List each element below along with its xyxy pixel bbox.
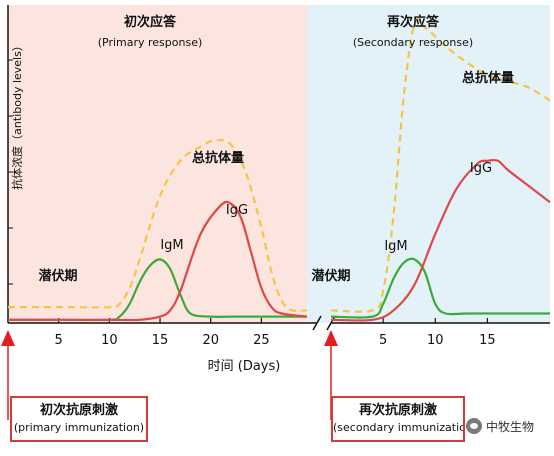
secondary-x-tick-label: 10 [427, 333, 444, 348]
watermark: 中牧生物 [466, 415, 552, 437]
total-label-primary: 总抗体量 [192, 150, 244, 166]
secondary-x-tick-label: 5 [379, 333, 387, 348]
primary-callout-cn: 初次抗原刺激 [39, 403, 118, 418]
wechat-icon [466, 418, 482, 434]
primary-panel-background [8, 5, 307, 323]
secondary-callout-en: (secondary immunizatio [333, 421, 465, 434]
primary-callout-en: (primary immunization) [13, 421, 145, 434]
axis-break-mark-1 [312, 315, 322, 331]
igm-label-secondary: IgM [384, 239, 407, 254]
secondary-callout-cn: 再次抗原刺激 [358, 403, 437, 418]
primary-x-tick-label: 25 [253, 333, 270, 348]
secondary-panel-background [307, 5, 550, 323]
x-axis-label: 时间 (Days) [208, 359, 281, 374]
primary-immunization-callout: 初次抗原刺激 (primary immunization) [10, 396, 148, 442]
primary-total-curve [8, 138, 308, 313]
primary-title-cn: 初次应答 [124, 14, 177, 30]
secondary-title-cn: 再次应答 [387, 14, 440, 30]
secondary-x-tick-label: 15 [479, 333, 496, 348]
secondary-stimulation-arrow [324, 330, 338, 346]
primary-igg-curve [8, 200, 308, 322]
primary-title-en: (Primary response) [98, 36, 203, 49]
watermark-text: 中牧生物 [486, 419, 535, 434]
y-axis-label: 抗体浓度（antibody levels） [10, 40, 24, 190]
total-label-secondary: 总抗体量 [462, 70, 514, 86]
secondary-immunization-callout: 再次抗原刺激 (secondary immunizatio [331, 396, 465, 442]
primary-x-tick-label: 20 [202, 333, 219, 348]
secondary-total-curve [330, 18, 551, 313]
primary-x-tick-label: 15 [152, 333, 169, 348]
latent-label-secondary: 潜伏期 [311, 268, 350, 284]
igg-label-primary: IgG [226, 203, 248, 218]
axis-break-mark-2 [326, 315, 336, 331]
igm-label-primary: IgM [160, 238, 183, 253]
secondary-igg-curve [330, 158, 551, 322]
igg-label-secondary: IgG [470, 161, 492, 176]
primary-x-tick-label: 5 [55, 333, 63, 348]
primary-x-tick-label: 10 [101, 333, 118, 348]
latent-label-primary: 潜伏期 [38, 268, 77, 284]
secondary-igm-curve [330, 257, 550, 319]
primary-stimulation-arrow [1, 330, 15, 346]
secondary-title-en: (Secondary response) [353, 36, 473, 49]
